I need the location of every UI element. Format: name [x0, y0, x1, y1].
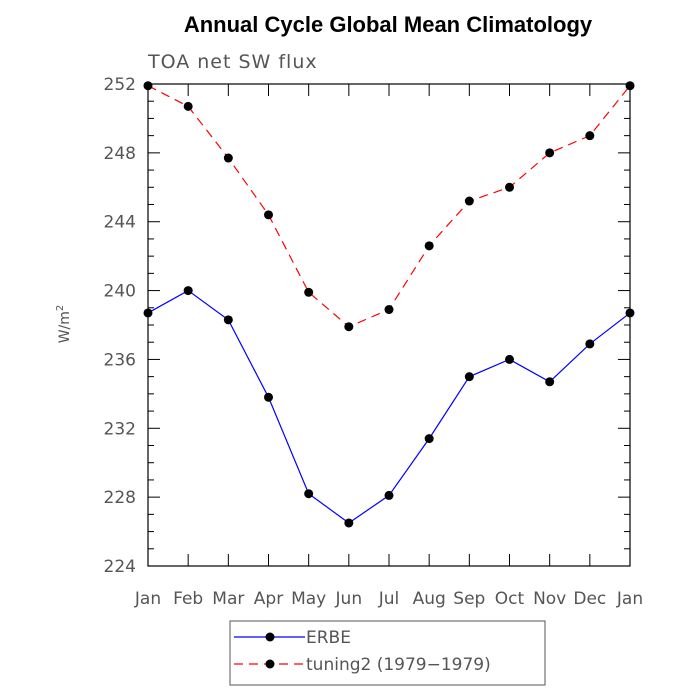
y-tick-label: 240: [104, 282, 136, 302]
y-tick-label: 244: [104, 213, 136, 233]
data-point-tuning2: [344, 322, 354, 332]
x-tick-label: Nov: [533, 589, 566, 609]
data-point-tuning2: [384, 305, 394, 315]
y-tick-label: 252: [104, 75, 136, 95]
x-tick-label: Apr: [254, 589, 283, 609]
y-axis-label: W/m2: [55, 305, 73, 344]
data-point-erbe: [264, 392, 273, 402]
data-point-tuning2: [304, 287, 314, 297]
data-point-erbe: [223, 315, 233, 325]
y-tick-label: 224: [104, 557, 136, 577]
svg-text:W/m2: W/m2: [55, 305, 73, 344]
x-tick-label: Oct: [495, 589, 525, 609]
data-point-erbe: [505, 354, 514, 364]
x-tick-label: Jun: [335, 589, 363, 609]
y-tick-label: 232: [104, 419, 136, 439]
y-tick-label: 248: [104, 144, 136, 164]
data-point-tuning2: [505, 182, 514, 192]
data-point-tuning2: [585, 131, 595, 141]
x-tick-label: Aug: [413, 589, 446, 609]
data-point-tuning2: [183, 101, 193, 111]
legend: ERBE tuning2 (1979−1979): [229, 620, 546, 686]
x-tick-label: Jan: [134, 589, 161, 609]
data-point-tuning2: [464, 196, 474, 206]
chart-subtitle: TOA net SW flux: [147, 51, 318, 73]
chart-title: Annual Cycle Global Mean Climatology: [184, 12, 593, 37]
legend-erbe-marker: [265, 632, 275, 642]
y-axis-label-superscript: 2: [55, 305, 66, 311]
series-line-erbe: [147, 289, 631, 524]
x-tick-label: Dec: [573, 589, 606, 609]
plot-frame: [147, 83, 631, 567]
data-point-erbe: [344, 518, 354, 528]
legend-tuning2-label: tuning2 (1979−1979): [306, 655, 491, 675]
x-tick-label: Mar: [212, 589, 244, 609]
data-point-erbe: [545, 377, 555, 387]
x-tick-label: Jan: [616, 589, 643, 609]
x-tick-labels: Jan Feb Mar Apr May Jun Jul Aug Sep Oct Nov Dec Jan: [134, 589, 643, 609]
legend-box: [229, 620, 546, 686]
y-tick-label: 228: [104, 488, 136, 508]
series-line-tuning2: [147, 85, 631, 328]
y-axis-label-text: W/m: [57, 311, 73, 343]
y-tick-label: 236: [104, 350, 136, 370]
data-point-erbe: [384, 490, 394, 500]
x-tick-label: Jul: [378, 589, 400, 609]
legend-erbe-label: ERBE: [306, 628, 351, 648]
data-point-tuning2: [424, 241, 434, 251]
legend-tuning2-marker: [265, 659, 275, 669]
data-point-tuning2: [545, 148, 555, 158]
data-point-tuning2: [223, 153, 233, 163]
x-tick-label: Feb: [173, 589, 203, 609]
series-layer: [143, 81, 635, 528]
data-point-erbe: [424, 434, 434, 444]
data-point-erbe: [304, 489, 314, 499]
data-point-erbe: [183, 286, 193, 296]
data-point-erbe: [464, 372, 474, 382]
x-tick-label: May: [291, 589, 326, 609]
x-tick-label: Sep: [453, 589, 485, 609]
y-tick-labels: 224 228 232 236 240 244 248 252: [104, 75, 136, 577]
data-point-erbe: [585, 339, 595, 349]
data-point-tuning2: [264, 210, 273, 220]
